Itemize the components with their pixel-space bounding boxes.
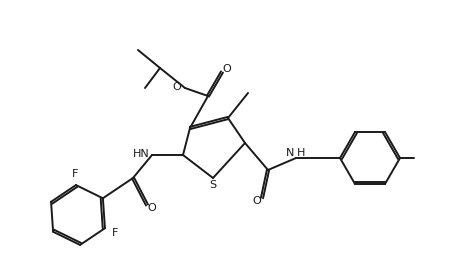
Text: O: O	[173, 82, 181, 92]
Text: HN: HN	[133, 149, 150, 159]
Text: F: F	[112, 228, 118, 238]
Text: F: F	[72, 169, 78, 179]
Text: S: S	[209, 180, 216, 190]
Text: O: O	[148, 203, 157, 213]
Text: N: N	[286, 148, 294, 158]
Text: O: O	[223, 64, 231, 74]
Text: H: H	[297, 148, 306, 158]
Text: O: O	[252, 196, 261, 206]
